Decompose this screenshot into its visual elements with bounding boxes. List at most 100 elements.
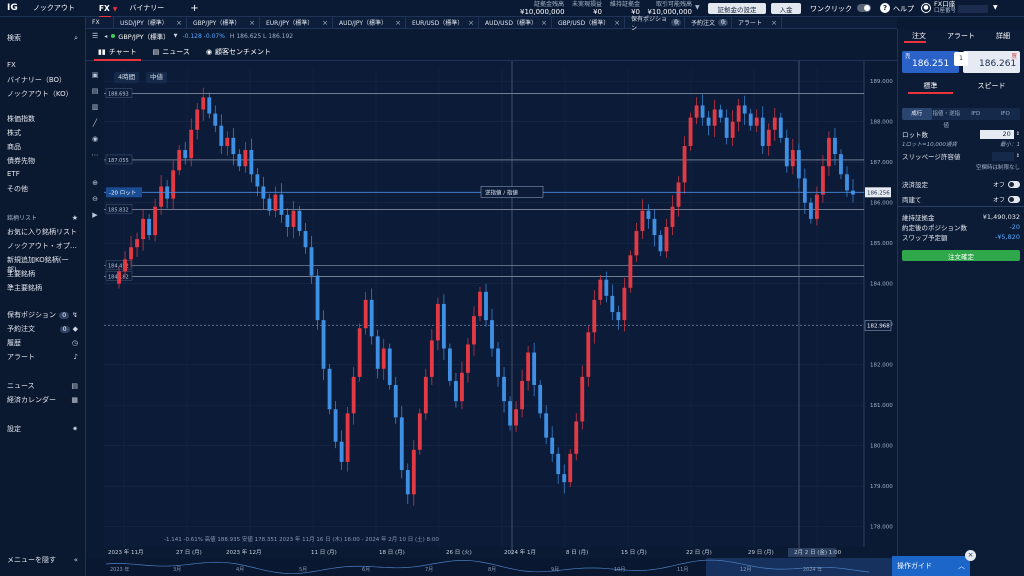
account-menu[interactable]: FX口座 口座番号 <box>934 1 956 15</box>
lot-input[interactable]: 20 <box>979 129 1014 139</box>
sidebar-alert[interactable]: アラート ♪ <box>7 352 78 362</box>
play-icon[interactable]: ▶ <box>92 211 98 219</box>
sidebar-settings[interactable]: 設定 ✷ <box>7 424 78 434</box>
close-icon[interactable]: × <box>965 550 976 561</box>
price-type-select[interactable]: 中値 <box>146 72 167 83</box>
nav-knockout[interactable]: ノックアウト <box>33 4 75 12</box>
watchlist-item-ko-op[interactable]: ノックアウト・オプ… <box>7 241 78 251</box>
order-type-button[interactable]: 成行 <box>902 108 932 120</box>
sidebar-history[interactable]: 履歴 ◷ <box>7 338 78 348</box>
slippage-input[interactable] <box>991 151 1014 161</box>
mode-standard[interactable]: 標準 <box>902 79 959 94</box>
add-tab-button[interactable]: + <box>190 2 199 14</box>
sidebar-item-binary[interactable]: バイナリー（BO） <box>7 75 78 85</box>
sidebar-item-stock[interactable]: 株式 <box>7 128 78 138</box>
buy-quote-button[interactable]: 買 186.261 <box>963 51 1020 73</box>
zoom-in-icon[interactable]: ⊕ <box>92 179 98 187</box>
margin-label: 維持証拠金 <box>902 214 935 222</box>
close-icon[interactable]: × <box>541 18 547 27</box>
count-badge: 0 <box>59 312 70 319</box>
zoom-out-icon[interactable]: ⊖ <box>92 195 98 203</box>
bar-chart-icon[interactable]: ▥ <box>91 103 99 111</box>
chart-canvas[interactable]: 189.000 188.000 187.000 186.000 185.000 184.0… <box>86 61 897 576</box>
tab-alert[interactable]: アラート <box>947 32 975 40</box>
close-icon[interactable]: × <box>395 18 401 27</box>
eye-icon[interactable]: ◉ <box>91 135 99 143</box>
hedge-toggle[interactable] <box>1008 195 1020 203</box>
stepper-icon[interactable]: ⇕ <box>1015 131 1020 137</box>
hide-menu-button[interactable]: メニューを隠す « <box>7 555 78 565</box>
tab-item[interactable]: EUR/USD（標準） × <box>406 16 479 29</box>
tab-item[interactable]: FX <box>86 16 114 29</box>
tab-item[interactable]: AUD/JPY（標準） × <box>333 16 406 29</box>
nav-fx[interactable]: FX ▼ <box>98 4 117 18</box>
chevron-down-icon[interactable]: ▼ <box>173 33 178 39</box>
star-icon[interactable]: ★ <box>71 213 78 222</box>
price-chart[interactable]: 189.000 188.000 187.000 186.000 185.000 184.0… <box>86 61 897 576</box>
settle-toggle[interactable] <box>1008 180 1020 188</box>
line-tool-icon[interactable]: ╱ <box>92 119 98 127</box>
instrument-name[interactable]: GBP/JPY（標準） <box>118 33 170 41</box>
chevron-down-icon[interactable]: ▼ <box>993 4 998 11</box>
help-label[interactable]: ヘルプ <box>893 5 914 13</box>
tab-item[interactable]: EUR/JPY（標準） × <box>260 16 333 29</box>
sidebar-item-knockout[interactable]: ノックアウト（KO） <box>7 89 78 99</box>
sidebar-positions[interactable]: 保有ポジション 0 ↯ <box>7 310 78 320</box>
tab-item[interactable]: GBP/JPY（標準） × <box>187 16 260 29</box>
close-icon[interactable]: × <box>249 18 255 27</box>
stepper-icon[interactable]: ⇕ <box>1015 153 1020 159</box>
close-icon[interactable]: × <box>322 18 328 27</box>
chevron-left-icon[interactable]: ◂ <box>104 32 108 40</box>
tab-item[interactable]: AUD/USD（標準） × <box>479 16 552 29</box>
menu-icon[interactable]: ☰ <box>92 32 99 40</box>
tab-item[interactable]: GBP/USD（標準） × <box>552 16 625 29</box>
watchlist-item-new-ko[interactable]: 新規追加KO銘柄(一部) <box>7 255 78 275</box>
template-icon[interactable]: ▤ <box>91 87 99 95</box>
close-icon[interactable]: × <box>176 18 182 27</box>
close-icon[interactable]: × <box>468 18 474 27</box>
close-icon[interactable]: × <box>771 18 777 27</box>
sidebar-orders[interactable]: 予約注文 0 ◆ <box>7 324 78 334</box>
sidebar-item-bond[interactable]: 債券先物 <box>7 156 78 166</box>
sidebar-search[interactable]: 検索 ⌕ <box>7 33 78 43</box>
more-icon[interactable]: ⋯ <box>91 151 99 159</box>
tab-news[interactable]: ▤ ニュース <box>149 43 194 61</box>
tab-item[interactable]: アラート × <box>732 16 782 29</box>
chevron-down-icon[interactable]: ▼ <box>695 4 700 11</box>
sell-quote-button[interactable]: 売 186.251 <box>902 51 959 73</box>
sidebar-item-other[interactable]: その他 <box>7 184 78 194</box>
tab-item[interactable]: 予約注文 0 × <box>685 16 732 29</box>
margin-settings-button[interactable]: 証拠金の設定 <box>708 3 766 14</box>
confirm-order-button[interactable]: 注文確定 <box>902 250 1020 261</box>
sidebar-item-stockindex[interactable]: 株価指数 <box>7 114 78 124</box>
tab-sentiment[interactable]: ◉ 顧客センチメント <box>202 43 275 61</box>
mode-speed[interactable]: スピード <box>977 82 1006 90</box>
watchlist-item-sub[interactable]: 準主要銘柄 <box>7 283 78 293</box>
watchlist-item-main[interactable]: 主要銘柄 <box>7 269 78 279</box>
sidebar-news[interactable]: ニュース ▤ <box>7 381 78 391</box>
oneclick-toggle[interactable] <box>857 4 871 12</box>
help-icon[interactable]: ? <box>880 3 890 13</box>
deposit-button[interactable]: 入金 <box>771 3 801 14</box>
tab-chart[interactable]: ▮▮ チャート <box>94 43 141 61</box>
sidebar-calendar[interactable]: 経済カレンダー ▦ <box>7 395 78 405</box>
order-type-button[interactable]: 指値・逆指値 <box>932 111 960 129</box>
timeframe-select[interactable]: 4時間 <box>114 72 140 83</box>
sidebar-item-commodity[interactable]: 商品 <box>7 142 78 152</box>
tab-item[interactable]: 保有ポジション 0 × <box>625 16 685 32</box>
indicator-icon[interactable]: ▣ <box>91 71 99 79</box>
close-icon[interactable]: × <box>614 18 620 27</box>
order-type-button[interactable]: IFO <box>1000 111 1010 117</box>
tab-detail[interactable]: 詳細 <box>996 32 1010 40</box>
sidebar-item-fx[interactable]: FX <box>7 61 78 69</box>
tab-item[interactable]: USD/JPY（標準） × <box>114 16 187 29</box>
close-icon[interactable]: × <box>721 18 727 27</box>
nav-binary[interactable]: バイナリー <box>129 4 165 12</box>
tab-order[interactable]: 注文 <box>898 29 940 43</box>
watchlist-item-fav[interactable]: お気に入り銘柄リスト <box>7 227 78 237</box>
order-type-button[interactable]: IFD <box>971 111 981 117</box>
guide-button[interactable]: 操作ガイド ︿ <box>892 556 970 576</box>
close-icon[interactable]: × <box>674 18 680 27</box>
sidebar-item-etf[interactable]: ETF <box>7 170 78 178</box>
user-icon[interactable]: ● <box>921 3 931 13</box>
